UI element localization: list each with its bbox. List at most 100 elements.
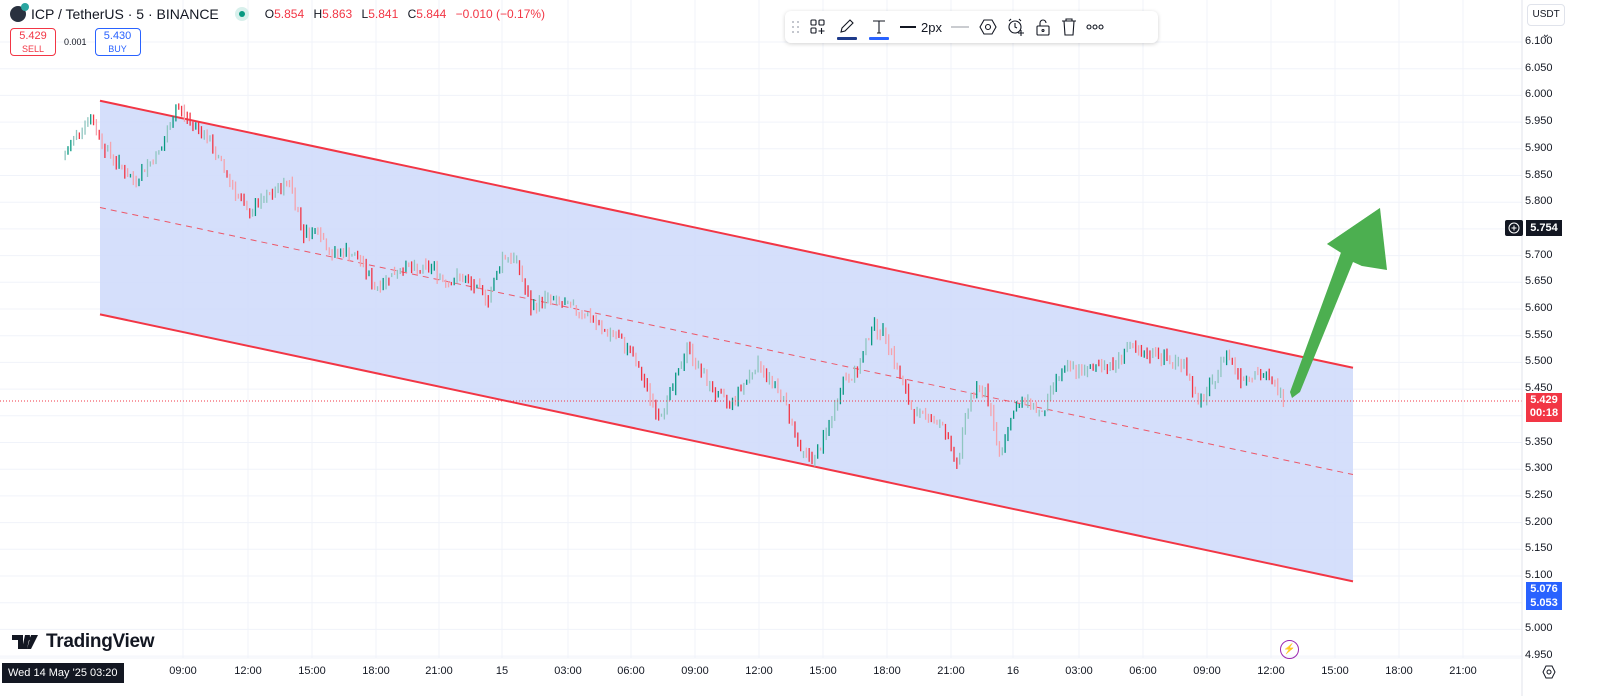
high-value: 5.863 [322,7,353,21]
tradingview-logo-text: TradingView [46,631,155,652]
alarm-clock-icon [1008,18,1024,36]
parallel-channel-drawing[interactable] [99,99,1354,583]
open-label: O [264,7,275,21]
last-price-value: 5.429 [1530,394,1558,406]
text-icon [873,20,885,34]
low-value: 5.841 [368,7,399,21]
plus-circle-icon [1508,222,1520,234]
text-color-button[interactable] [867,13,891,41]
crosshair-time-label: Wed 14 May '25 03:20 [2,663,124,683]
time-tick: 21:00 [937,665,965,677]
time-tick: 21:00 [1449,665,1477,677]
buy-label: BUY [108,44,127,54]
sell-price: 5.429 [19,30,47,42]
time-tick: 18:00 [1385,665,1413,677]
line-color-button[interactable] [835,13,859,41]
time-tick: 12:00 [1257,665,1285,677]
price-tick: 5.350 [1525,435,1553,448]
low-label: L [361,7,369,21]
channel-price-upper: 5.076 [1530,583,1558,595]
templates-icon [810,19,825,34]
pencil-icon [840,19,854,33]
price-tick: 5.450 [1525,382,1553,395]
unlock-icon [1036,19,1050,36]
line-width-icon [900,26,916,28]
time-tick: 21:00 [425,665,453,677]
time-tick: 15 [495,665,509,677]
add-alert-button[interactable] [1006,13,1026,41]
drag-handle-icon[interactable] [791,13,801,41]
drawing-toolbar: 2px [785,11,1158,43]
ohlc-values: O5.854 H5.863 L5.841 C5.844 −0.010 (−0.1… [265,7,545,21]
currency-label: USDT [1532,9,1560,20]
green-arrow-drawing[interactable] [1290,208,1387,398]
open-value: 5.854 [274,7,305,21]
price-tick: 5.200 [1525,515,1553,528]
market-status-icon[interactable] [234,7,249,21]
template-button[interactable] [809,13,827,41]
price-tick: 5.700 [1525,248,1553,261]
time-tick: 06:00 [1129,665,1157,677]
crosshair-price-tag: 5.754 [1526,220,1562,236]
buy-button[interactable]: 5.430 BUY [94,28,141,56]
price-tick: 6.100 [1525,35,1553,47]
text-color-swatch [869,37,889,40]
trade-panel: 5.429 SELL 0.001 5.430 BUY [10,28,141,56]
time-tick: 03:00 [554,665,582,677]
price-tick: 6.050 [1525,61,1553,74]
time-tick: 18:00 [873,665,901,677]
time-tick: 12:00 [745,665,773,677]
spread-value: 0.001 [64,37,87,47]
price-tick: 6.000 [1525,88,1553,101]
price-tick: 5.900 [1525,141,1553,154]
change-value: −0.010 (−0.17%) [455,7,546,21]
close-label: C [407,7,417,21]
delete-button[interactable] [1060,13,1078,41]
close-value: 5.844 [416,7,447,21]
time-tick: 03:00 [1065,665,1093,677]
symbol-title[interactable]: ICP / TetherUS · 5 · BINANCE [31,6,219,22]
line-width-button[interactable]: 2px [899,13,942,41]
price-tick: 5.800 [1525,195,1553,208]
price-tick: 5.950 [1525,115,1553,128]
time-tick: 12:00 [234,665,262,677]
settings-hexagon-icon [1542,665,1556,679]
more-button[interactable] [1086,13,1104,41]
price-tick: 5.650 [1525,275,1553,288]
time-tick: 09:00 [681,665,709,677]
axis-settings-button[interactable] [1542,665,1556,679]
symbol-header: ICP / TetherUS · 5 · BINANCE O5.854 H5.8… [10,3,545,22]
buy-price: 5.430 [103,30,132,42]
price-tick: 5.600 [1525,302,1553,314]
high-label: H [313,7,323,21]
price-tick: 5.000 [1525,622,1553,635]
time-tick: 15:00 [1321,665,1349,677]
add-plus-button[interactable] [1505,220,1523,236]
tradingview-logo[interactable]: TradingView [12,631,155,653]
visibility-button[interactable] [978,13,998,41]
currency-selector[interactable]: USDT ⌄ [1527,4,1565,40]
lightning-event-icon[interactable]: ⚡ [1280,640,1299,659]
time-tick: 15:00 [298,665,326,677]
hexagon-settings-icon [979,19,997,35]
chevron-down-icon: ⌄ [1541,29,1551,40]
sell-button[interactable]: 5.429 SELL [10,28,56,56]
time-tick: 06:00 [617,665,645,677]
lock-button[interactable] [1034,13,1052,41]
time-tick: 09:00 [1193,665,1221,677]
line-width-label: 2px [921,19,942,35]
price-tick: 5.100 [1525,569,1553,581]
price-tick: 5.550 [1525,328,1553,341]
line-style-icon [950,26,969,28]
time-tick: 16 [1006,665,1020,677]
line-style-button[interactable] [950,13,970,41]
sell-label: SELL [21,44,45,54]
time-tick: 09:00 [169,665,197,677]
price-tick: 4.950 [1525,649,1553,662]
channel-price-lower: 5.053 [1530,597,1558,609]
price-tick: 5.150 [1525,542,1553,555]
price-tick: 5.300 [1525,462,1553,475]
trash-icon [1061,18,1076,36]
last-price-tag: 5.429 00:18 [1526,393,1562,422]
